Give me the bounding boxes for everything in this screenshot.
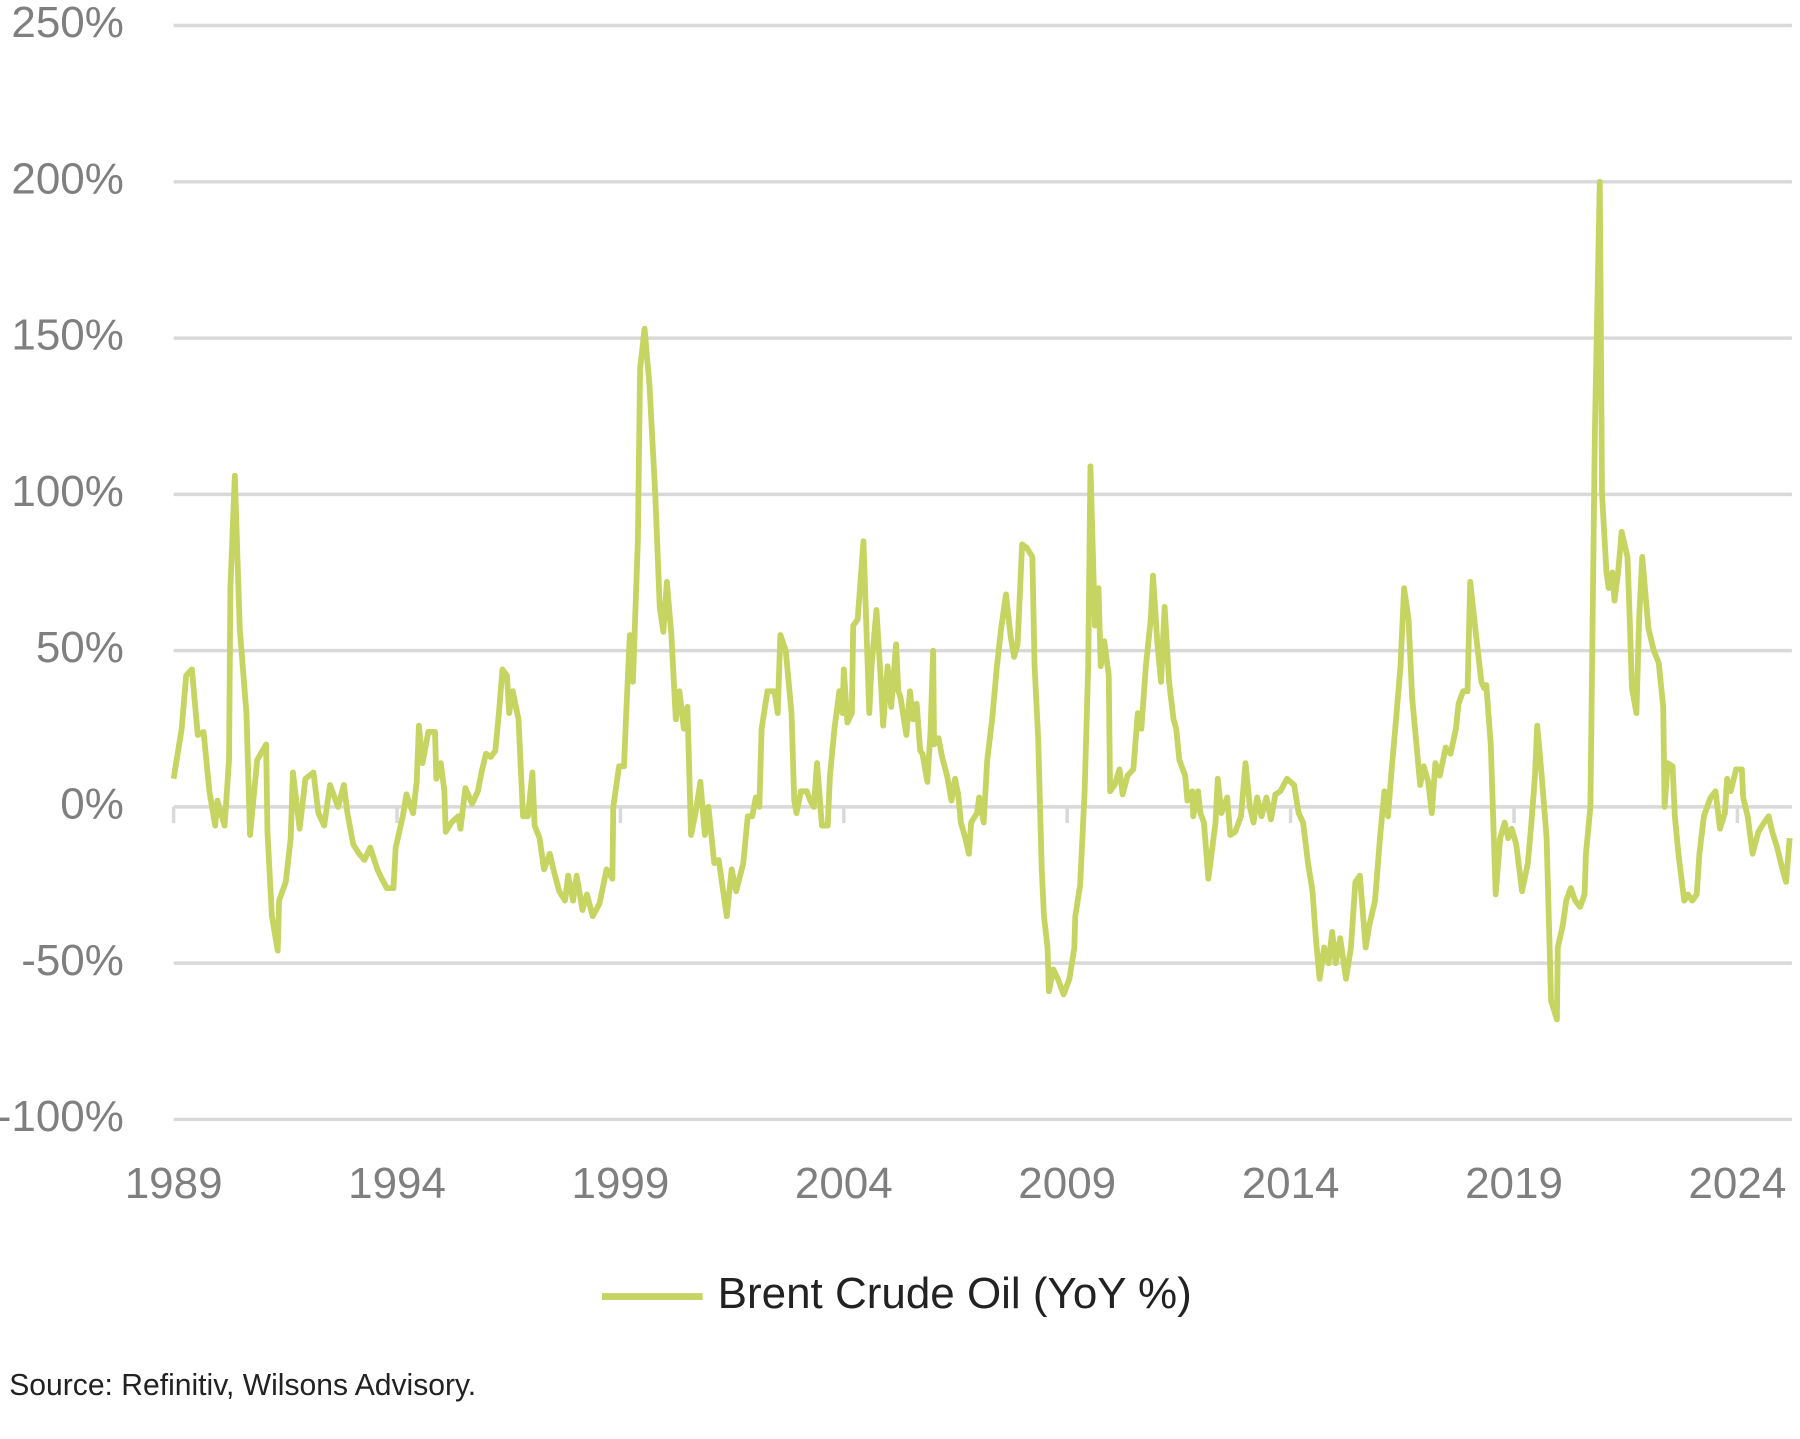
x-tick-label: 1989 (125, 1159, 223, 1208)
y-tick-label: 0% (60, 780, 124, 829)
data-line (170, 178, 1793, 1023)
x-tick-label: 1994 (348, 1159, 446, 1208)
y-tick-label: -100% (0, 1092, 124, 1141)
y-tick-label: -50% (21, 936, 124, 985)
source-note: Source: Refinitiv, Wilsons Advisory. (9, 1369, 476, 1402)
legend-label: Brent Crude Oil (YoY %) (718, 1269, 1192, 1318)
x-tick-label: 2019 (1465, 1159, 1563, 1208)
x-tick-label: 2004 (795, 1159, 893, 1208)
x-tick-label: 2009 (1018, 1159, 1116, 1208)
y-tick-label: 200% (11, 154, 123, 203)
y-tick-label: 150% (11, 311, 123, 360)
y-tick-label: 250% (11, 0, 123, 47)
y-tick-label: 100% (11, 467, 123, 516)
x-tick-label: 1999 (572, 1159, 670, 1208)
x-tick-label: 2014 (1242, 1159, 1340, 1208)
x-tick-label: 2024 (1688, 1159, 1786, 1208)
y-tick-label: 50% (36, 623, 124, 672)
